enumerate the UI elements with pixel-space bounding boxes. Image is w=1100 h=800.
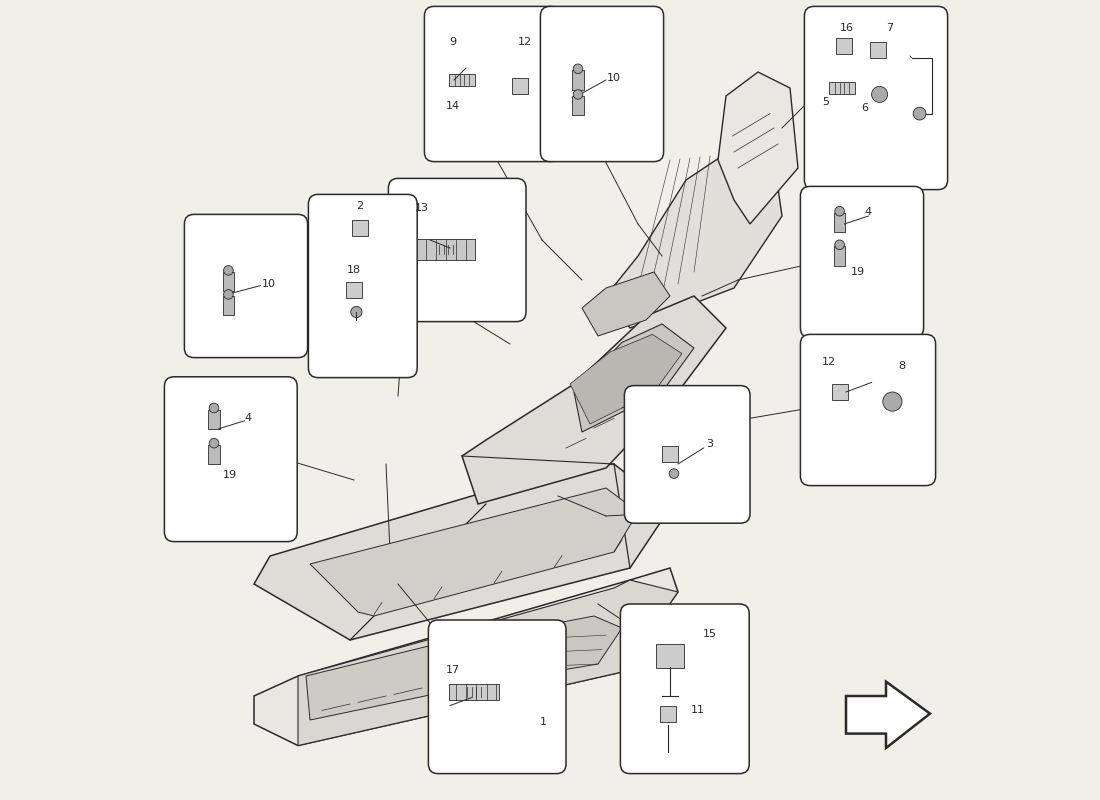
FancyBboxPatch shape <box>660 706 676 722</box>
Circle shape <box>351 306 362 318</box>
FancyBboxPatch shape <box>512 78 528 94</box>
FancyBboxPatch shape <box>834 246 845 266</box>
FancyBboxPatch shape <box>834 213 845 232</box>
Circle shape <box>573 64 583 74</box>
FancyBboxPatch shape <box>417 238 475 261</box>
FancyBboxPatch shape <box>208 410 220 429</box>
Circle shape <box>835 206 845 216</box>
Text: 10: 10 <box>262 279 275 289</box>
FancyBboxPatch shape <box>449 684 498 700</box>
FancyBboxPatch shape <box>425 6 560 162</box>
Text: 7: 7 <box>887 23 893 33</box>
Circle shape <box>223 266 233 275</box>
Polygon shape <box>574 324 694 432</box>
Text: 9: 9 <box>449 37 456 46</box>
Circle shape <box>835 240 845 250</box>
Circle shape <box>883 392 902 411</box>
Text: 3: 3 <box>706 439 714 449</box>
Text: 11: 11 <box>691 706 705 715</box>
Text: 12: 12 <box>822 357 836 366</box>
Polygon shape <box>298 580 678 746</box>
FancyBboxPatch shape <box>346 282 362 298</box>
FancyBboxPatch shape <box>832 384 848 400</box>
Text: 10: 10 <box>607 74 621 83</box>
FancyBboxPatch shape <box>625 386 750 523</box>
Circle shape <box>669 469 679 478</box>
Text: 13: 13 <box>415 203 429 213</box>
FancyBboxPatch shape <box>572 96 584 115</box>
Text: 18: 18 <box>346 266 361 275</box>
FancyBboxPatch shape <box>449 74 475 86</box>
FancyBboxPatch shape <box>657 644 683 668</box>
Text: 14: 14 <box>446 101 460 110</box>
FancyBboxPatch shape <box>540 6 663 162</box>
Circle shape <box>209 438 219 448</box>
FancyBboxPatch shape <box>461 686 487 698</box>
Text: 19: 19 <box>223 470 238 480</box>
Polygon shape <box>846 682 929 748</box>
FancyBboxPatch shape <box>433 244 459 255</box>
FancyBboxPatch shape <box>801 186 924 338</box>
FancyBboxPatch shape <box>352 220 367 236</box>
Circle shape <box>573 90 583 99</box>
Circle shape <box>871 86 888 102</box>
FancyBboxPatch shape <box>662 648 678 664</box>
FancyBboxPatch shape <box>620 604 749 774</box>
Text: 1: 1 <box>540 717 547 726</box>
FancyBboxPatch shape <box>308 194 417 378</box>
Circle shape <box>913 107 926 120</box>
Circle shape <box>209 403 219 413</box>
Polygon shape <box>494 616 622 682</box>
Polygon shape <box>254 464 670 640</box>
Polygon shape <box>306 632 518 720</box>
Text: 5: 5 <box>823 98 829 107</box>
Polygon shape <box>570 334 682 424</box>
Polygon shape <box>606 148 782 328</box>
FancyBboxPatch shape <box>428 620 566 774</box>
FancyBboxPatch shape <box>662 446 678 462</box>
Text: 19: 19 <box>851 267 865 277</box>
FancyBboxPatch shape <box>185 214 308 358</box>
FancyBboxPatch shape <box>388 178 526 322</box>
Polygon shape <box>462 296 726 504</box>
FancyBboxPatch shape <box>223 296 234 315</box>
FancyBboxPatch shape <box>870 42 886 58</box>
FancyBboxPatch shape <box>223 272 234 291</box>
Polygon shape <box>718 72 798 224</box>
FancyBboxPatch shape <box>804 6 947 190</box>
Text: 12: 12 <box>517 37 531 46</box>
FancyBboxPatch shape <box>829 82 855 94</box>
FancyBboxPatch shape <box>208 445 220 464</box>
Text: 15: 15 <box>703 630 717 639</box>
FancyBboxPatch shape <box>164 377 297 542</box>
Text: 8: 8 <box>899 361 905 370</box>
Polygon shape <box>254 568 678 746</box>
FancyBboxPatch shape <box>836 38 852 54</box>
Circle shape <box>223 290 233 299</box>
Text: 4: 4 <box>865 207 872 217</box>
FancyBboxPatch shape <box>801 334 936 486</box>
Text: 16: 16 <box>839 23 854 33</box>
Text: 4: 4 <box>244 413 251 422</box>
Text: 2: 2 <box>356 202 363 211</box>
Text: 17: 17 <box>446 666 460 675</box>
Polygon shape <box>582 272 670 336</box>
FancyBboxPatch shape <box>572 70 584 90</box>
Polygon shape <box>310 488 638 616</box>
Text: 6: 6 <box>861 103 868 113</box>
